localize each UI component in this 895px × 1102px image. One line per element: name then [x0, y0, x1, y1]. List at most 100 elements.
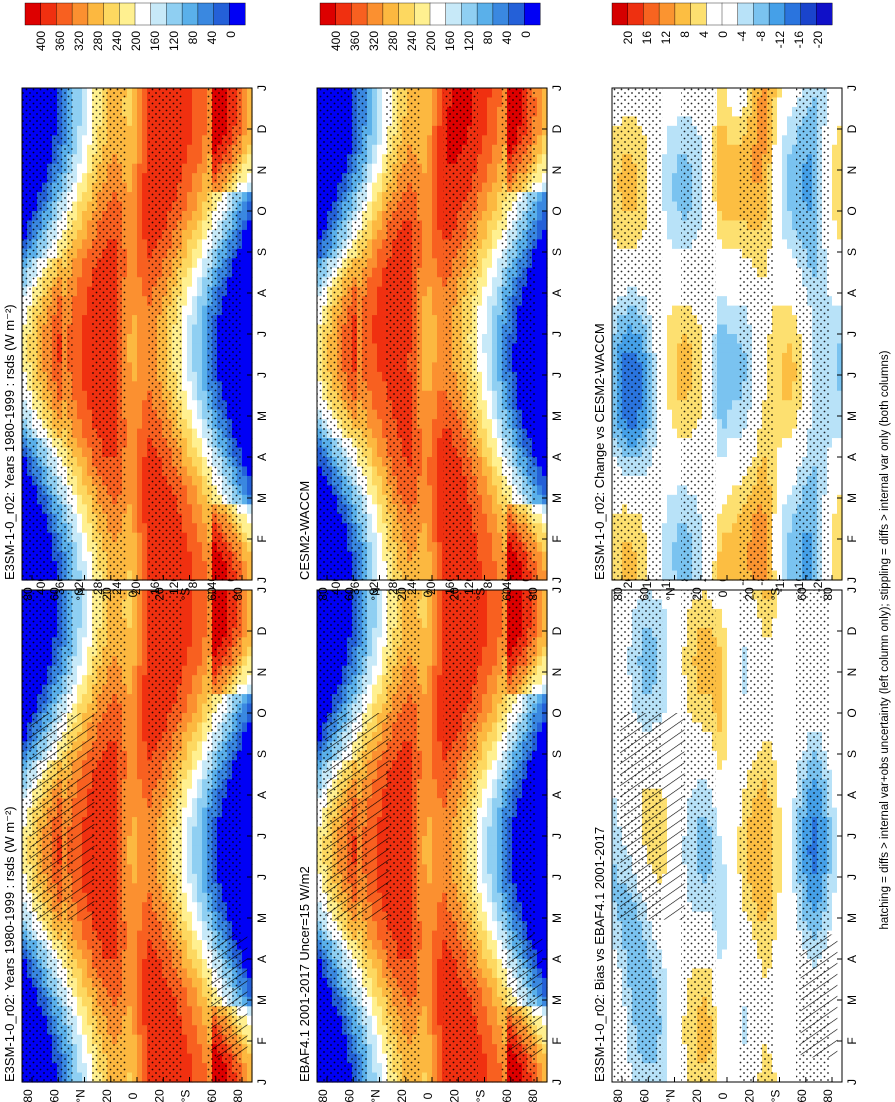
heatmap-cell [427, 637, 433, 648]
heatmap-cell [482, 987, 488, 998]
heatmap-cell [492, 836, 498, 847]
heatmap-cell [487, 1025, 493, 1036]
heatmap-cell [537, 873, 543, 884]
heatmap-cell [432, 911, 438, 922]
heatmap-cell [197, 1034, 203, 1045]
heatmap-cell [197, 608, 203, 619]
heatmap-cell [137, 627, 143, 638]
heatmap-cell [182, 864, 188, 875]
panel-left-1: 80 60 °N 20 0 20 °S 60 80JFMAMJJASONDJE3SM-1-0_r… [2, 546, 269, 1102]
heatmap-cell [192, 646, 198, 657]
heatmap-cell [537, 826, 543, 837]
heatmap-cell [422, 637, 428, 648]
heatmap-cell [202, 826, 208, 837]
heatmap-cell [87, 1034, 93, 1045]
heatmap-cell [422, 779, 428, 790]
heatmap-cell [127, 1006, 133, 1017]
heatmap-cell [487, 656, 493, 667]
heatmap-cell [367, 959, 373, 970]
heatmap-cell [187, 760, 193, 771]
heatmap-cell [482, 977, 488, 988]
heatmap-cell [437, 892, 443, 903]
heatmap-cell [427, 675, 433, 686]
month-tick-label: J [550, 874, 564, 880]
heatmap-cell [87, 1053, 93, 1064]
heatmap-cell [242, 741, 248, 752]
heatmap-cell [432, 854, 438, 865]
heatmap-cell [202, 911, 208, 922]
heatmap-cell [432, 996, 438, 1007]
heatmap-cell [432, 779, 438, 790]
heatmap-cell [427, 836, 433, 847]
heatmap-cell [187, 703, 193, 714]
heatmap-cell [142, 845, 148, 856]
heatmap-cell [437, 618, 443, 629]
heatmap-cell [132, 836, 138, 847]
heatmap-cell [437, 731, 443, 742]
heatmap-cell [482, 864, 488, 875]
heatmap-cell [187, 608, 193, 619]
heatmap-cell [242, 883, 248, 894]
heatmap-cell [437, 722, 443, 733]
heatmap-cell [247, 1025, 253, 1036]
heatmap-cell [437, 608, 443, 619]
heatmap-cell [197, 637, 203, 648]
heatmap-cell [422, 987, 428, 998]
heatmap-cell [432, 1053, 438, 1064]
heatmap-cell [367, 1063, 373, 1074]
heatmap-cell [492, 892, 498, 903]
heatmap-cell [202, 694, 208, 705]
heatmap-cell [137, 826, 143, 837]
heatmap-cell [367, 1015, 373, 1026]
heatmap-cell [247, 722, 253, 733]
heatmap-cell [437, 656, 443, 667]
heatmap-cell [437, 675, 443, 686]
heatmap-cell [192, 949, 198, 960]
heatmap-cell [432, 949, 438, 960]
heatmap-cell [197, 627, 203, 638]
heatmap-cell [437, 959, 443, 970]
heatmap-cell [492, 826, 498, 837]
heatmap-cell [487, 760, 493, 771]
heatmap-cell [127, 1034, 133, 1045]
heatmap-cell [137, 1015, 143, 1026]
heatmap-cell [192, 627, 198, 638]
heatmap-cell [382, 599, 388, 610]
lat-tick-label: °N [74, 1089, 88, 1102]
heatmap-cell [182, 731, 188, 742]
heatmap-cell [142, 618, 148, 629]
heatmap-cell [192, 618, 198, 629]
heatmap-cell [202, 996, 208, 1007]
heatmap-cell [72, 703, 78, 714]
heatmap-cell [482, 940, 488, 951]
heatmap-cell [537, 713, 543, 724]
heatmap-cell [142, 1053, 148, 1064]
heatmap-cell [197, 949, 203, 960]
heatmap-cell [137, 713, 143, 724]
heatmap-cell [137, 1063, 143, 1074]
heatmap-cell [132, 826, 138, 837]
heatmap-cell [492, 1044, 498, 1055]
heatmap-cell [482, 713, 488, 724]
heatmap-cell [242, 731, 248, 742]
heatmap-cell [437, 807, 443, 818]
heatmap-cell [372, 1006, 378, 1017]
heatmap-cell [127, 864, 133, 875]
heatmap-cell [492, 996, 498, 1007]
heatmap-cell [137, 930, 143, 941]
heatmap-cell [87, 675, 93, 686]
heatmap-cell [202, 713, 208, 724]
heatmap-cell [382, 921, 388, 932]
heatmap-cell [437, 1063, 443, 1074]
heatmap-cell [87, 684, 93, 695]
heatmap-cell [132, 608, 138, 619]
heatmap-cell [142, 779, 148, 790]
heatmap-cell [72, 590, 78, 601]
heatmap-cell [422, 902, 428, 913]
heatmap-cell [127, 845, 133, 856]
heatmap-cell [487, 902, 493, 913]
heatmap-cell [132, 656, 138, 667]
heatmap-cell [142, 741, 148, 752]
heatmap-cell [182, 779, 188, 790]
heatmap-cell [137, 684, 143, 695]
